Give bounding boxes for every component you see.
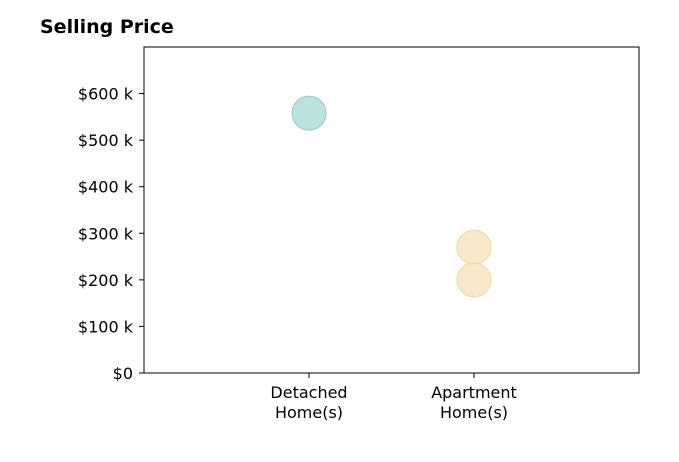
x-tick-label: Apartment Home(s) (431, 383, 517, 422)
y-tick-label: $0 (113, 364, 133, 383)
x-tick-label: Detached Home(s) (270, 383, 347, 422)
y-tick-label: $200 k (78, 271, 134, 290)
y-tick-label: $400 k (78, 178, 134, 197)
y-tick-label: $500 k (78, 131, 134, 150)
plot-area-frame (143, 46, 640, 374)
y-tick-label: $100 k (78, 317, 134, 336)
data-point (456, 262, 492, 298)
y-axis: $0 $100 k $200 k $300 k $400 k $500 k $600 k (78, 85, 144, 383)
x-axis: Detached Home(s) Apartment Home(s) (270, 373, 517, 422)
data-point (291, 95, 327, 131)
y-tick-label: $300 k (78, 224, 134, 243)
data-point (456, 229, 492, 265)
y-tick-label: $600 k (78, 85, 134, 104)
chart-title: Selling Price (40, 16, 174, 38)
data-points (291, 95, 492, 298)
